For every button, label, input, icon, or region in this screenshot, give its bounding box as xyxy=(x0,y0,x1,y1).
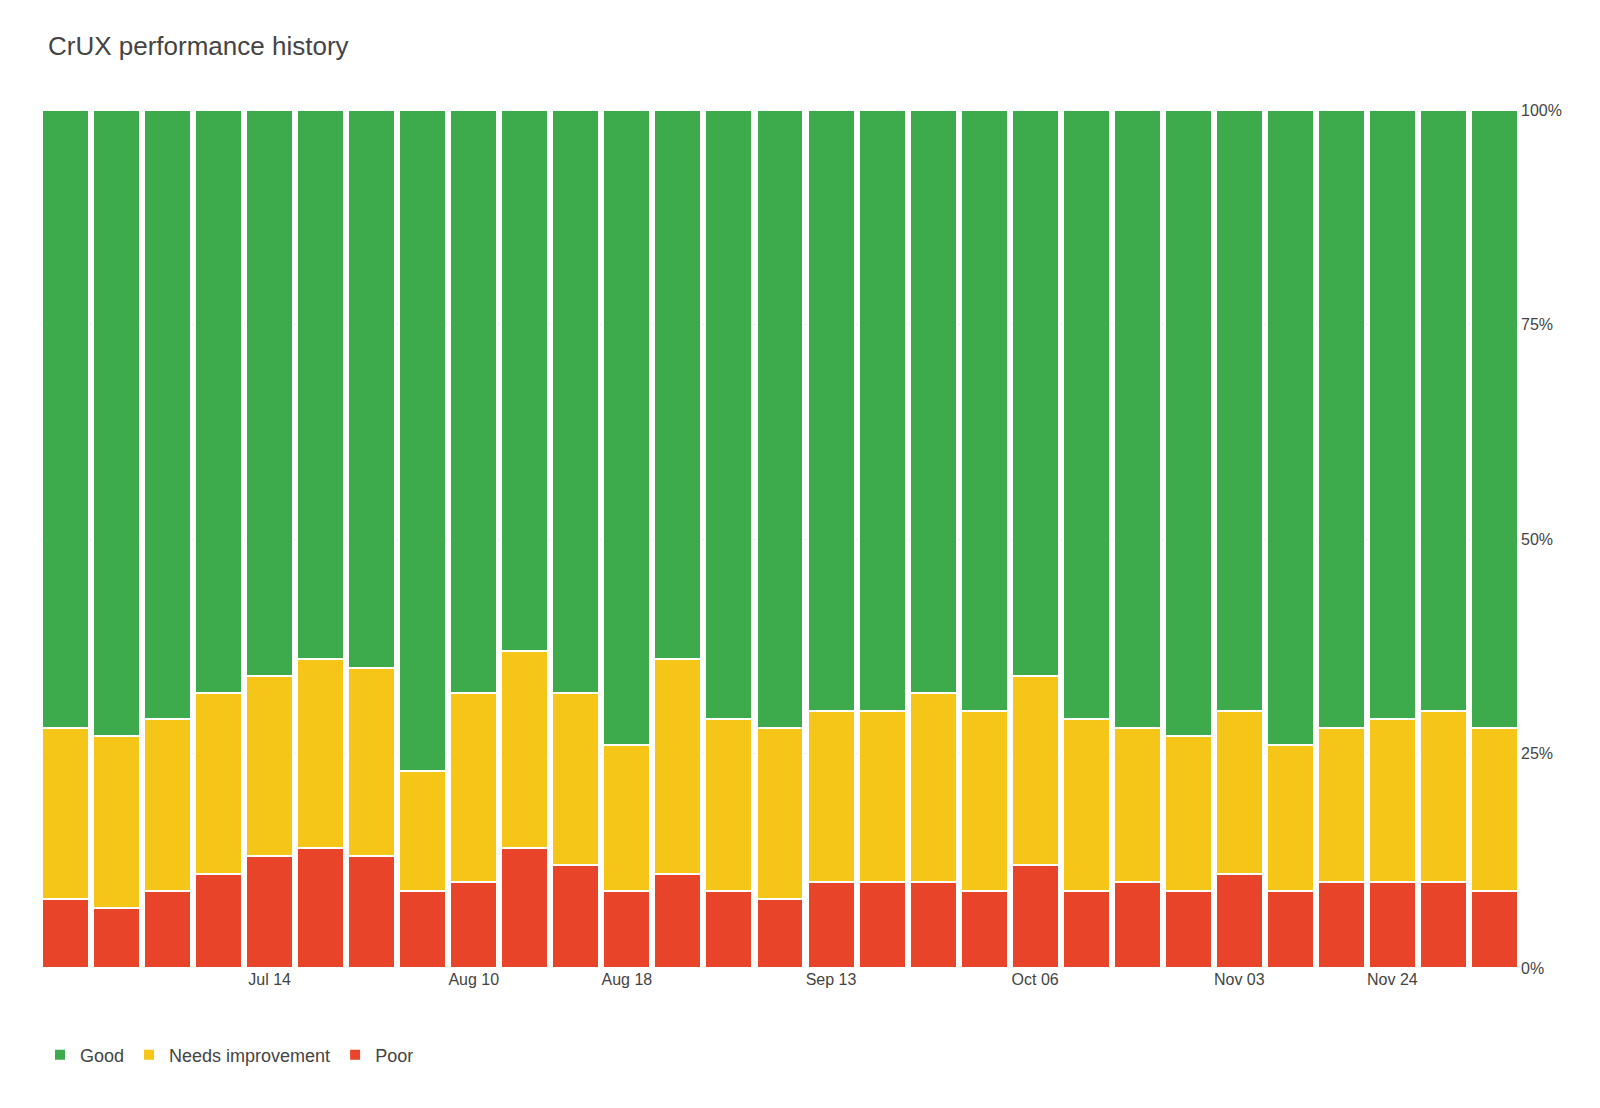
svg-text:0%: 0% xyxy=(1521,960,1544,977)
svg-text:Nov 24: Nov 24 xyxy=(1367,971,1418,988)
svg-text:Needs improvement: Needs improvement xyxy=(169,1046,330,1066)
svg-text:Jul 14: Jul 14 xyxy=(248,971,291,988)
svg-text:Aug 10: Aug 10 xyxy=(448,971,499,988)
svg-text:Good: Good xyxy=(80,1046,124,1066)
svg-text:25%: 25% xyxy=(1521,745,1553,762)
svg-text:Sep 13: Sep 13 xyxy=(806,971,857,988)
svg-text:100%: 100% xyxy=(1521,102,1562,119)
svg-text:CrUX performance history: CrUX performance history xyxy=(48,31,349,61)
svg-text:Poor: Poor xyxy=(375,1046,413,1066)
svg-text:75%: 75% xyxy=(1521,316,1553,333)
svg-text:Nov 03: Nov 03 xyxy=(1214,971,1265,988)
svg-text:50%: 50% xyxy=(1521,531,1553,548)
svg-text:Aug 18: Aug 18 xyxy=(602,971,653,988)
svg-text:Oct 06: Oct 06 xyxy=(1012,971,1059,988)
